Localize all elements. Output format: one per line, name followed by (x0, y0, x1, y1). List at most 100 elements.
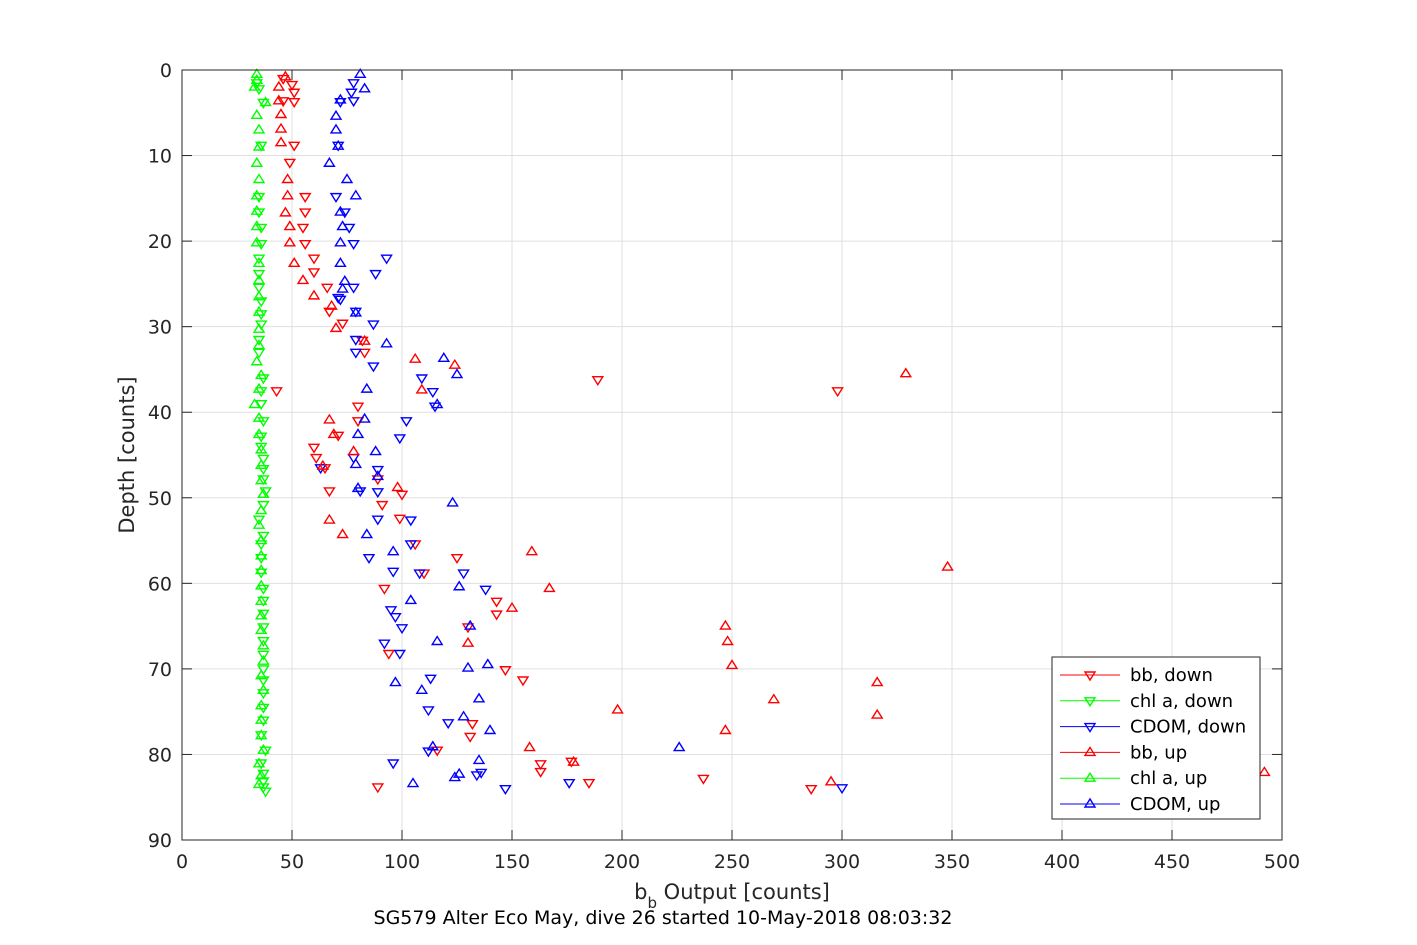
data-point (415, 683, 429, 694)
data-point (250, 220, 264, 231)
data-point (448, 358, 462, 369)
data-point (254, 141, 268, 152)
data-point (393, 649, 407, 660)
data-point (351, 428, 365, 439)
data-point (287, 141, 301, 152)
data-point (254, 624, 268, 635)
y-tick-label: 70 (148, 659, 172, 681)
data-point (252, 322, 266, 333)
data-point (252, 411, 266, 422)
data-point (369, 445, 382, 456)
data-point (254, 369, 268, 380)
data-point (611, 703, 624, 714)
data-point (254, 729, 268, 740)
data-point (380, 337, 393, 348)
data-point (941, 560, 954, 571)
data-point (338, 208, 352, 219)
data-point (283, 236, 297, 247)
caption: SG579 Alter Eco May, dive 26 started 10-… (374, 907, 953, 929)
x-axis-label-subscript: b (647, 894, 657, 912)
data-point (248, 80, 261, 91)
data-point (257, 596, 270, 607)
data-point (252, 283, 266, 294)
data-point (283, 158, 297, 169)
data-point (254, 609, 268, 620)
data-point (254, 549, 268, 560)
data-point (257, 683, 270, 694)
data-point (389, 613, 402, 624)
data-point (279, 70, 292, 81)
data-point (296, 274, 310, 285)
data-point (457, 569, 470, 580)
data-point (254, 534, 268, 545)
data-point (378, 639, 391, 650)
data-point (252, 428, 266, 439)
data-point (254, 223, 268, 234)
data-point (250, 67, 264, 78)
x-tick-label: 400 (1044, 851, 1080, 873)
data-point (393, 514, 407, 525)
data-point (562, 778, 576, 789)
x-tick-label: 500 (1264, 851, 1300, 873)
data-point (254, 759, 268, 770)
data-point (371, 470, 385, 481)
y-tick-label: 90 (148, 830, 172, 852)
data-point (472, 754, 486, 765)
data-point (523, 741, 536, 752)
data-point (338, 275, 352, 286)
data-point (252, 515, 266, 526)
y-axis-label: Depth [counts] (115, 376, 139, 533)
data-point (384, 606, 398, 617)
data-point (470, 771, 484, 782)
data-point (250, 204, 264, 215)
data-point (329, 123, 343, 134)
data-point (406, 777, 420, 788)
data-point (721, 635, 734, 646)
data-point (252, 290, 266, 301)
data-point (276, 97, 290, 108)
data-point (257, 454, 270, 465)
data-point (281, 189, 294, 200)
data-point (252, 305, 266, 316)
data-point (334, 236, 347, 247)
data-point (474, 768, 488, 779)
data-point (404, 516, 418, 527)
data-point (270, 387, 283, 398)
data-point (257, 464, 270, 476)
data-point (331, 293, 345, 304)
data-point (404, 594, 418, 605)
data-point (298, 239, 312, 250)
data-point (448, 771, 462, 782)
x-axis-label-main: b (634, 880, 647, 904)
data-point (466, 719, 479, 730)
data-point (725, 659, 739, 670)
data-point (254, 713, 268, 724)
data-point (250, 189, 264, 200)
y-tick-label: 80 (148, 744, 172, 766)
data-point (415, 383, 429, 394)
data-point (254, 540, 268, 551)
data-point (248, 398, 261, 409)
data-point (481, 658, 495, 669)
data-point (257, 650, 270, 661)
data-point (408, 352, 422, 363)
data-point (362, 553, 376, 564)
legend-marker (1083, 671, 1097, 682)
data-point (323, 413, 336, 424)
legend: bb, down chl a, down CDOM, down bb, up chl a… (1051, 656, 1261, 820)
data-point (360, 528, 374, 539)
data-point (358, 82, 371, 93)
data-point (349, 335, 363, 346)
data-point (400, 417, 413, 428)
data-point (329, 109, 343, 120)
data-point (430, 635, 444, 646)
data-point (257, 636, 270, 647)
x-tick-label: 150 (494, 851, 530, 873)
data-point (334, 93, 347, 104)
data-point (582, 778, 596, 789)
data-point (534, 760, 547, 771)
data-point (257, 743, 270, 754)
data-point (254, 769, 268, 780)
data-point (1258, 766, 1271, 777)
grid (182, 70, 1282, 840)
